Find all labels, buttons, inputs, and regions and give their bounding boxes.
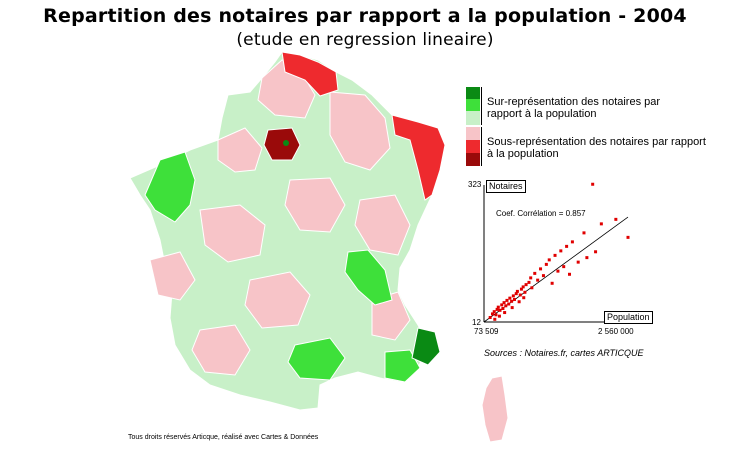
scatter-point	[510, 306, 514, 310]
scatter-point	[556, 269, 560, 273]
region-nord-red	[281, 51, 339, 97]
legend-bracket-under	[481, 127, 482, 166]
scatter-point	[508, 296, 512, 300]
scatter-point	[568, 272, 572, 276]
scatter-point	[559, 249, 563, 253]
scatter-point	[518, 293, 522, 297]
y-axis-label: Notaires	[486, 180, 526, 193]
x-axis-label: Population	[604, 311, 653, 324]
scatter-point	[493, 317, 497, 321]
scatter-point	[519, 287, 523, 291]
scatter-point	[530, 286, 534, 290]
scatter-point	[522, 296, 526, 300]
scatter-point	[502, 301, 506, 305]
region-provence-pink	[371, 291, 411, 341]
scatter-point	[626, 235, 630, 239]
legend-under-label: Sous-représentation des notaires par rap…	[487, 136, 706, 160]
scatter-point	[505, 298, 509, 302]
region-north-east-pink	[329, 91, 391, 171]
region-alpes-maritimes-dark-green	[411, 327, 441, 366]
legend-over-label: Sur-représentation des notaires par rapp…	[487, 96, 661, 120]
scatter-point	[488, 315, 492, 319]
legend-swatch-under	[466, 140, 480, 153]
scatter-point	[511, 294, 515, 298]
y-min-tick: 12	[472, 318, 481, 327]
region-rhone-green	[344, 249, 393, 306]
scatter-point	[512, 297, 516, 301]
region-east-pink	[354, 194, 411, 256]
map-subtitle: (etude en regression lineaire)	[236, 30, 494, 50]
scatter-point	[594, 250, 598, 254]
scatter-point	[494, 313, 498, 317]
scatter-point	[501, 306, 505, 310]
scatter-point	[529, 276, 533, 280]
scatter-point	[496, 305, 500, 309]
scatter-point	[510, 299, 514, 303]
legend-swatch-over	[466, 99, 480, 111]
scatter-point	[591, 182, 595, 186]
x-min-tick: 73 509	[474, 327, 499, 336]
region-herault-green	[287, 337, 346, 381]
region-southwest-pink	[191, 324, 251, 376]
scatter-point	[498, 308, 502, 312]
legend-swatch-slight-over	[466, 111, 480, 125]
scatter-point	[495, 307, 499, 311]
region-var-green	[384, 349, 421, 383]
correlation-annotation: Coef. Corrélation = 0.857	[496, 209, 586, 218]
region-burgundy-pink	[284, 177, 346, 233]
scatter-point	[539, 267, 543, 271]
scatter-point	[553, 253, 557, 257]
scatter-point	[541, 274, 545, 278]
scatter-point	[524, 283, 528, 287]
scatter-point	[547, 258, 551, 262]
scatter-point	[562, 265, 566, 269]
region-west-pink	[149, 251, 196, 301]
scatter-point	[570, 240, 574, 244]
scatter-point	[517, 300, 521, 304]
scatter-point	[533, 271, 537, 275]
region-center-pink	[199, 204, 266, 263]
region-massif-pink	[244, 271, 311, 329]
x-max-tick: 2 560 000	[598, 327, 634, 336]
scatter-point	[504, 304, 508, 308]
scatter-point	[576, 260, 580, 264]
scatter-point	[492, 310, 496, 314]
legend-bracket-over	[481, 87, 482, 125]
scatter-point	[490, 312, 494, 316]
scatter-point	[497, 314, 501, 318]
scatter-point	[514, 292, 518, 296]
scatter-point	[521, 285, 525, 289]
scatter-point	[500, 303, 504, 307]
scatter-point	[582, 231, 586, 235]
scatter-point	[507, 302, 511, 306]
legend-swatch-strong-under	[466, 153, 480, 166]
scatter-point	[614, 217, 618, 221]
paris-marker	[283, 140, 289, 146]
legend-swatch-strong-over	[466, 87, 480, 99]
scatter-point	[527, 280, 531, 284]
scatter-point	[599, 222, 603, 226]
scatter-point	[536, 278, 540, 282]
corsica	[481, 375, 509, 443]
y-max-tick: 323	[468, 180, 482, 189]
region-vendee-green	[144, 151, 196, 223]
scatter-point	[515, 289, 519, 293]
region-paris-dark	[263, 127, 301, 161]
scatter-point	[523, 290, 527, 294]
scatter-point	[550, 281, 554, 285]
map-title: Repartition des notaires par rapport a l…	[43, 5, 687, 27]
scatter-point	[544, 262, 548, 266]
scatter-point	[585, 256, 589, 260]
scatter-point	[503, 311, 507, 315]
region-alsace-red	[391, 114, 446, 201]
legend-swatch-slight-under	[466, 127, 480, 140]
sources-text: Sources : Notaires.fr, cartes ARTICQUE	[484, 348, 644, 358]
scatter-point	[565, 244, 569, 248]
copyright-text: Tous droits réservés Articque, réalisé a…	[128, 434, 319, 441]
region-normandy-pink	[217, 127, 263, 173]
